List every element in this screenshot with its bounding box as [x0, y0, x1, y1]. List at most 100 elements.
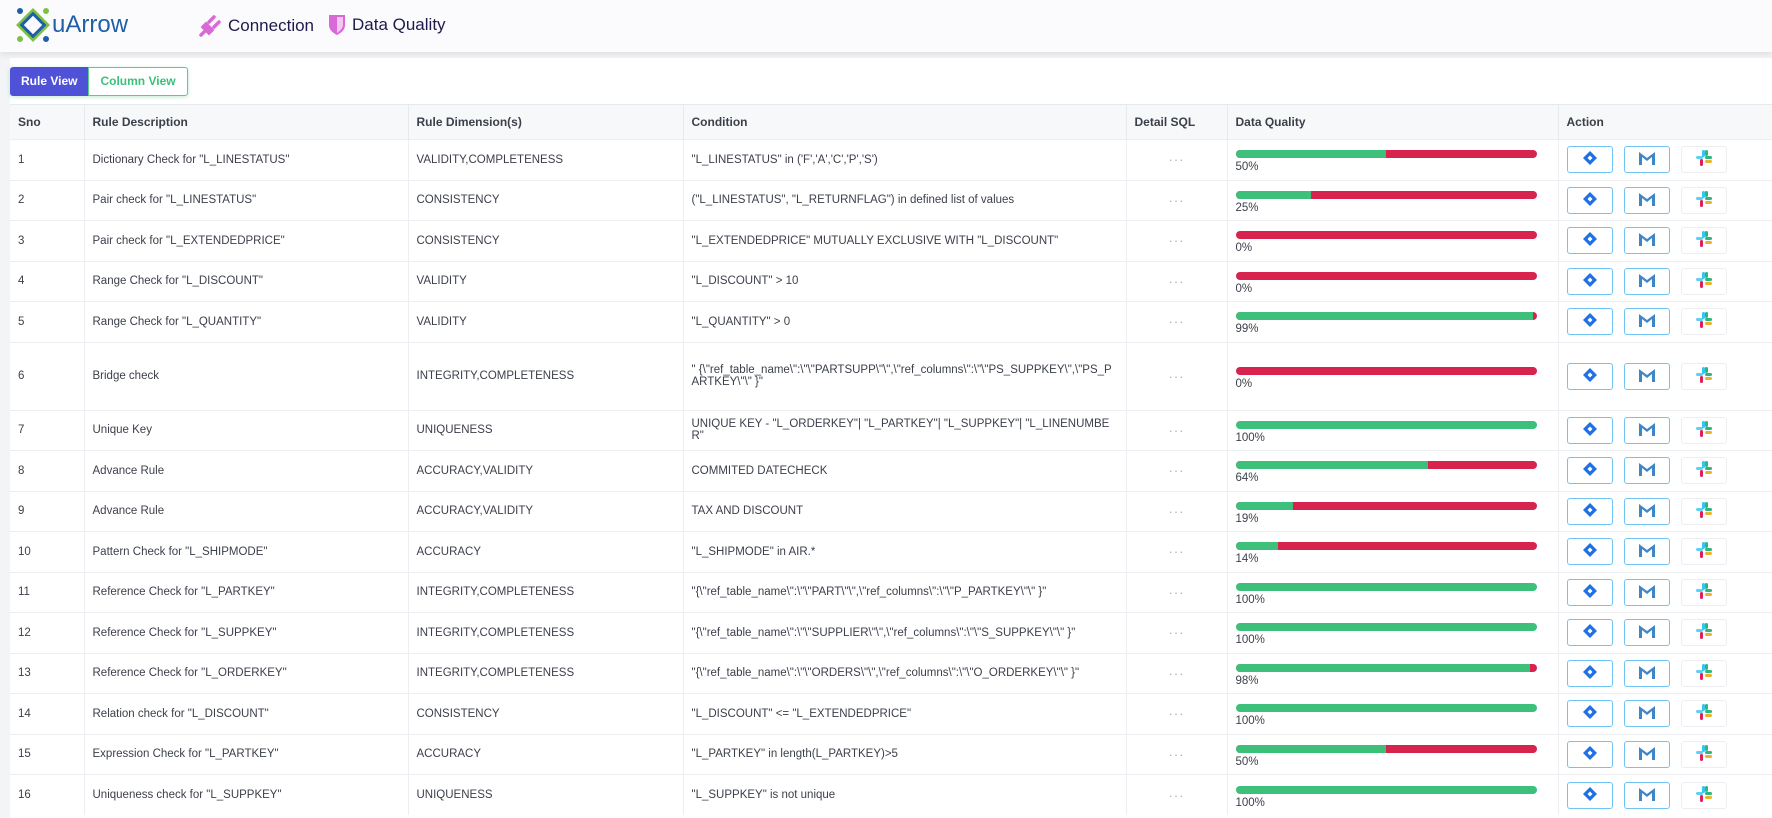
slack-button[interactable]	[1680, 619, 1727, 647]
gmail-button[interactable]	[1623, 308, 1670, 336]
condition-cell: "L_PARTKEY" in length(L_PARTKEY)>5	[683, 733, 1127, 775]
rule-description-cell: Bridge check	[84, 341, 409, 410]
table-row: 5 Range Check for "L_QUANTITY" VALIDITY …	[10, 301, 1772, 342]
jira-button[interactable]	[1566, 700, 1613, 728]
gmail-button[interactable]	[1623, 227, 1670, 255]
jira-icon	[1582, 367, 1598, 386]
gmail-button[interactable]	[1623, 416, 1670, 444]
jira-button[interactable]	[1566, 457, 1613, 485]
gmail-button[interactable]	[1623, 740, 1670, 768]
table-row: 11 Reference Check for "L_PARTKEY" INTEG…	[10, 571, 1772, 613]
slack-button[interactable]	[1680, 146, 1727, 174]
detail-sql-button[interactable]: ···	[1126, 450, 1228, 491]
slack-button[interactable]	[1680, 416, 1727, 444]
jira-button[interactable]	[1566, 740, 1613, 768]
condition-cell: " {\"ref_table_name\":\"\"PARTSUPP\"\",\…	[683, 341, 1127, 410]
detail-sql-button[interactable]: ···	[1126, 531, 1228, 572]
jira-button[interactable]	[1566, 781, 1613, 809]
jira-button[interactable]	[1566, 619, 1613, 647]
rule-description-cell: Pair check for "L_LINESTATUS"	[84, 179, 409, 221]
data-quality-cell: 99%	[1227, 301, 1559, 342]
slack-button[interactable]	[1680, 578, 1727, 606]
jira-button[interactable]	[1566, 308, 1613, 336]
gmail-button[interactable]	[1623, 146, 1670, 174]
detail-sql-button[interactable]: ···	[1126, 774, 1228, 815]
col-detail-sql: Detail SQL	[1126, 104, 1228, 140]
gmail-button[interactable]	[1623, 619, 1670, 647]
jira-button[interactable]	[1566, 578, 1613, 606]
logo[interactable]: uArrow	[16, 6, 128, 44]
jira-button[interactable]	[1566, 659, 1613, 687]
detail-sql-button[interactable]: ···	[1126, 409, 1228, 451]
slack-button[interactable]	[1680, 308, 1727, 336]
gmail-button[interactable]	[1623, 659, 1670, 687]
detail-sql-button[interactable]: ···	[1126, 220, 1228, 261]
slack-button[interactable]	[1680, 267, 1727, 295]
table-row: 13 Reference Check for "L_ORDERKEY" INTE…	[10, 652, 1772, 694]
detail-sql-button[interactable]: ···	[1126, 652, 1228, 694]
detail-sql-button[interactable]: ···	[1126, 571, 1228, 613]
slack-button[interactable]	[1680, 457, 1727, 485]
gmail-button[interactable]	[1623, 538, 1670, 566]
jira-button[interactable]	[1566, 227, 1613, 255]
jira-button[interactable]	[1566, 267, 1613, 295]
detail-sql-button[interactable]: ···	[1126, 693, 1228, 734]
gmail-button[interactable]	[1623, 700, 1670, 728]
slack-button[interactable]	[1680, 700, 1727, 728]
detail-sql-button[interactable]: ···	[1126, 341, 1228, 410]
condition-cell: "L_DISCOUNT" <= "L_EXTENDEDPRICE"	[683, 693, 1127, 734]
sno-cell: 4	[10, 260, 85, 302]
slack-button[interactable]	[1680, 538, 1727, 566]
gmail-button[interactable]	[1623, 362, 1670, 390]
action-cell	[1558, 652, 1772, 694]
detail-sql-button[interactable]: ···	[1126, 612, 1228, 653]
jira-button[interactable]	[1566, 362, 1613, 390]
slack-button[interactable]	[1680, 362, 1727, 390]
detail-sql-button[interactable]: ···	[1126, 301, 1228, 342]
gmail-button[interactable]	[1623, 578, 1670, 606]
jira-button[interactable]	[1566, 416, 1613, 444]
quality-progress-fill	[1235, 312, 1534, 321]
quality-progress-fill	[1235, 501, 1293, 510]
jira-button[interactable]	[1566, 146, 1613, 174]
slack-button[interactable]	[1680, 227, 1727, 255]
rule-description-cell: Expression Check for "L_PARTKEY"	[84, 733, 409, 775]
detail-sql-button[interactable]: ···	[1126, 733, 1228, 775]
detail-sql-button[interactable]: ···	[1126, 490, 1228, 532]
rule-dimension-cell: VALIDITY	[408, 260, 684, 302]
rules-table: Sno Rule Description Rule Dimension(s) C…	[10, 104, 1772, 815]
shield-icon	[329, 15, 345, 35]
rule-view-button[interactable]: Rule View	[10, 67, 89, 96]
gmail-button[interactable]	[1623, 186, 1670, 214]
quality-progress-fill	[1235, 461, 1429, 470]
gmail-button[interactable]	[1623, 497, 1670, 525]
slack-button[interactable]	[1680, 740, 1727, 768]
detail-sql-button[interactable]: ···	[1126, 179, 1228, 221]
data-quality-cell: 50%	[1227, 733, 1559, 775]
slack-button[interactable]	[1680, 659, 1727, 687]
jira-button[interactable]	[1566, 497, 1613, 525]
jira-button[interactable]	[1566, 538, 1613, 566]
slack-button[interactable]	[1680, 781, 1727, 809]
gmail-button[interactable]	[1623, 457, 1670, 485]
col-rule-description: Rule Description	[84, 104, 409, 140]
data-quality-cell: 100%	[1227, 571, 1559, 613]
data-quality-cell: 14%	[1227, 531, 1559, 572]
table-row: 4 Range Check for "L_DISCOUNT" VALIDITY …	[10, 260, 1772, 302]
column-view-button[interactable]: Column View	[88, 67, 188, 96]
gmail-button[interactable]	[1623, 781, 1670, 809]
table-row: 3 Pair check for "L_EXTENDEDPRICE" CONSI…	[10, 220, 1772, 261]
slack-button[interactable]	[1680, 186, 1727, 214]
nav-connection[interactable]: Connection	[198, 14, 314, 38]
gmail-button[interactable]	[1623, 267, 1670, 295]
detail-sql-button[interactable]: ···	[1126, 260, 1228, 302]
quality-percent: 100%	[1235, 715, 1265, 728]
slack-button[interactable]	[1680, 497, 1727, 525]
jira-icon	[1582, 231, 1598, 250]
action-cell	[1558, 220, 1772, 261]
gmail-icon	[1637, 461, 1657, 480]
nav-data-quality[interactable]: Data Quality	[328, 14, 446, 36]
jira-icon	[1582, 312, 1598, 331]
detail-sql-button[interactable]: ···	[1126, 139, 1228, 180]
jira-button[interactable]	[1566, 186, 1613, 214]
